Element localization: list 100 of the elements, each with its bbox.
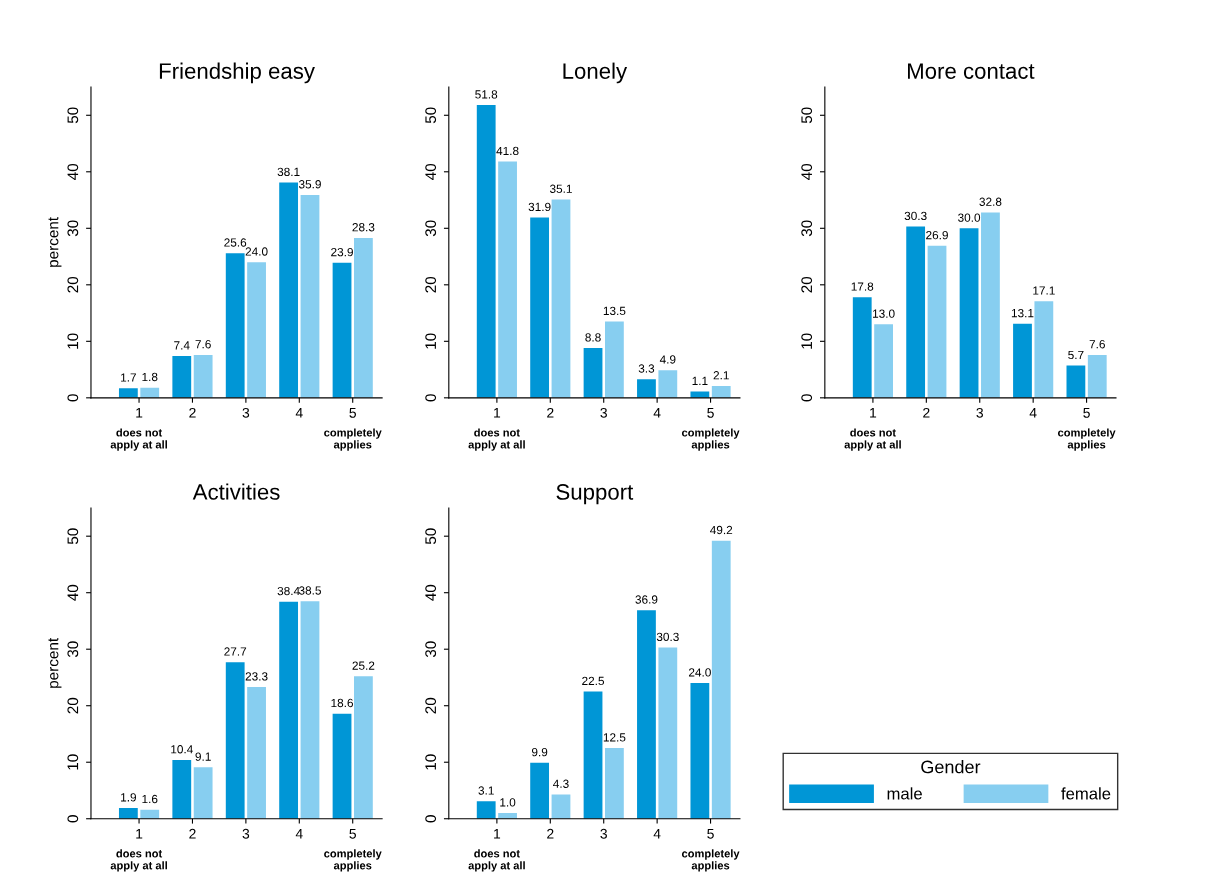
data-label: 1.7 <box>121 373 136 382</box>
bar <box>247 262 266 398</box>
text: does not apply at all <box>468 428 525 451</box>
bar <box>530 762 550 819</box>
bar <box>1066 365 1086 398</box>
data-label: 7.6 <box>195 340 211 349</box>
bar <box>172 759 192 819</box>
bar <box>140 387 160 398</box>
y-tick-label: 50 <box>425 528 437 545</box>
bar <box>927 245 947 398</box>
y-tick-label: 30 <box>425 641 437 658</box>
bar <box>605 321 624 398</box>
data-label: 4.3 <box>553 779 569 788</box>
data-label: 49.2 <box>710 525 733 535</box>
bar <box>637 379 656 398</box>
y-tick-label: 40 <box>425 584 437 601</box>
y-tick-label: 30 <box>67 641 79 658</box>
x-tick-label: 4 <box>653 408 661 418</box>
y-tick-label: 50 <box>67 528 79 545</box>
data-label: 17.8 <box>851 282 874 291</box>
y-tick-label: 40 <box>425 163 437 180</box>
bar <box>193 354 213 398</box>
x-tick-label: 1 <box>136 408 143 418</box>
text: completely applies <box>324 849 382 872</box>
x-tick-label: 5 <box>1083 408 1090 418</box>
y-tick-label: 0 <box>801 394 813 402</box>
x-tick-label: 5 <box>349 408 356 418</box>
bar <box>193 767 213 819</box>
bar <box>225 662 245 819</box>
bar <box>476 801 496 819</box>
data-label: 4.9 <box>659 355 676 364</box>
data-label: 28.3 <box>352 223 375 232</box>
text: completely applies <box>324 428 382 451</box>
legend-label: male <box>887 787 922 800</box>
data-label: 27.7 <box>224 647 247 656</box>
bar <box>551 199 571 398</box>
y-axis-title: percent <box>48 637 62 688</box>
bar <box>658 370 678 398</box>
data-label: 9.9 <box>531 747 548 757</box>
data-label: 23.9 <box>331 247 353 257</box>
x-tick-label: 3 <box>600 407 607 418</box>
data-label: 24.0 <box>688 668 711 677</box>
y-tick-label: 20 <box>67 276 79 293</box>
y-tick-label: 20 <box>801 276 813 293</box>
data-label: 13.1 <box>1011 308 1034 318</box>
x-tick-label: 2 <box>189 407 196 418</box>
text: does not apply at all <box>110 428 167 451</box>
y-tick-label: 50 <box>67 107 79 124</box>
data-label: 25.2 <box>352 661 375 670</box>
data-label: 22.5 <box>582 676 605 686</box>
x-tick-label: 2 <box>923 407 930 418</box>
bar <box>118 388 138 398</box>
x-tick-label: 4 <box>653 828 661 839</box>
bar <box>1013 323 1032 398</box>
data-label: 7.4 <box>174 341 190 350</box>
bar <box>279 182 299 398</box>
bar <box>172 356 192 398</box>
bar <box>498 161 517 398</box>
data-label: 35.9 <box>298 180 321 189</box>
bar <box>332 262 352 398</box>
y-tick-label: 50 <box>801 107 813 124</box>
data-label: 1.0 <box>500 798 516 807</box>
data-label: 36.9 <box>635 595 658 604</box>
x-tick-label: 3 <box>242 407 250 418</box>
bar <box>637 610 656 819</box>
bar <box>852 297 872 398</box>
data-label: 18.6 <box>331 698 353 708</box>
data-label: 24.0 <box>245 247 268 256</box>
text: does not apply at all <box>110 849 167 872</box>
bar <box>711 385 731 398</box>
x-tick-label: 3 <box>242 828 250 839</box>
x-tick-label: 2 <box>547 828 554 839</box>
data-label: 31.9 <box>528 202 551 212</box>
data-label: 13.0 <box>873 309 895 318</box>
bar <box>583 348 603 398</box>
x-tick-label: 4 <box>1029 408 1037 418</box>
chart-title: Support <box>556 484 634 505</box>
x-tick-label: 3 <box>600 828 607 839</box>
x-tick-label: 4 <box>295 408 303 418</box>
x-tick-label: 1 <box>136 828 143 839</box>
y-tick-label: 10 <box>67 754 79 770</box>
y-tick-label: 30 <box>425 220 437 237</box>
legend-label: female <box>1061 787 1111 800</box>
data-label: 38.4 <box>277 586 300 596</box>
bar <box>354 237 373 398</box>
data-label: 9.1 <box>195 752 211 761</box>
y-tick-label: 20 <box>425 276 437 293</box>
bar <box>300 601 320 819</box>
y-tick-label: 20 <box>425 697 437 714</box>
bar <box>332 713 352 819</box>
chart-title: More contact <box>908 63 1035 79</box>
data-label: 12.5 <box>603 733 626 742</box>
data-label: 30.3 <box>656 632 679 642</box>
chart-title: Activities <box>192 483 280 500</box>
data-label: 38.1 <box>277 167 300 177</box>
data-label: 17.1 <box>1033 286 1055 295</box>
bar <box>118 808 138 819</box>
x-tick-label: 5 <box>349 828 356 839</box>
legend-title: Gender <box>921 760 981 774</box>
data-label: 10.4 <box>171 745 193 754</box>
